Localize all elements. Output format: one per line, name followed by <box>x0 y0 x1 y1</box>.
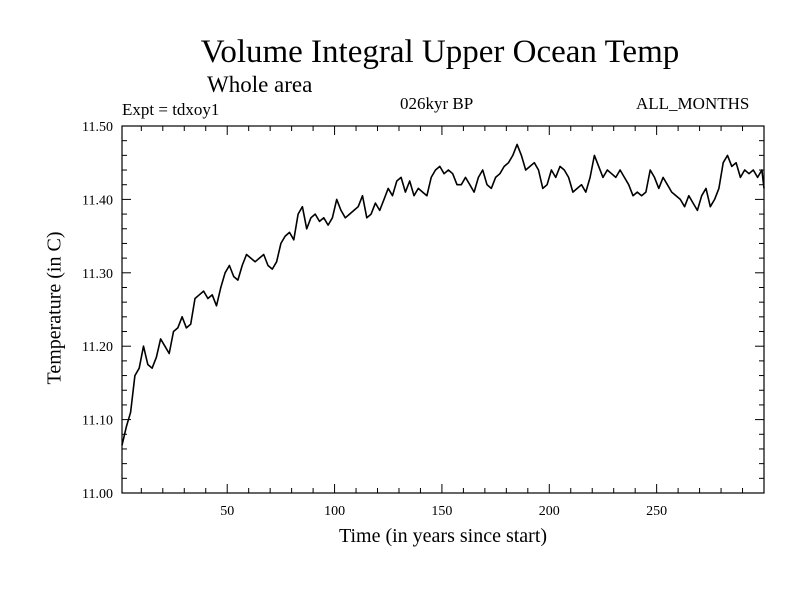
y-tick-label: 11.20 <box>82 340 113 355</box>
chart-title: Volume Integral Upper Ocean Temp <box>200 34 680 70</box>
x-tick-label: 150 <box>431 504 452 519</box>
ticks-layer <box>122 126 764 493</box>
x-tick-label: 200 <box>539 504 560 519</box>
y-tick-label: 11.10 <box>82 414 113 429</box>
chart-subtitle: Whole area <box>207 72 313 97</box>
tick-labels-layer: 50 100 150 200 250 11.00 11.10 11.20 11.30 11.40 1… <box>82 120 667 519</box>
x-tick-label: 50 <box>220 504 234 519</box>
x-tick-label: 100 <box>324 504 345 519</box>
experiment-label: Expt = tdxoy1 <box>122 100 220 119</box>
temperature-series-line <box>121 143 765 446</box>
plot-frame <box>121 125 765 494</box>
x-tick-label: 250 <box>646 504 667 519</box>
series-layer <box>121 143 765 446</box>
y-tick-label: 11.50 <box>82 120 113 135</box>
x-axis-label: Time (in years since start) <box>338 525 548 547</box>
y-tick-label: 11.30 <box>82 267 113 282</box>
y-tick-label: 11.00 <box>82 487 113 502</box>
months-label: ALL_MONTHS <box>636 94 750 113</box>
period-label: 026kyr BP <box>400 94 474 113</box>
y-tick-label: 11.40 <box>82 193 113 208</box>
